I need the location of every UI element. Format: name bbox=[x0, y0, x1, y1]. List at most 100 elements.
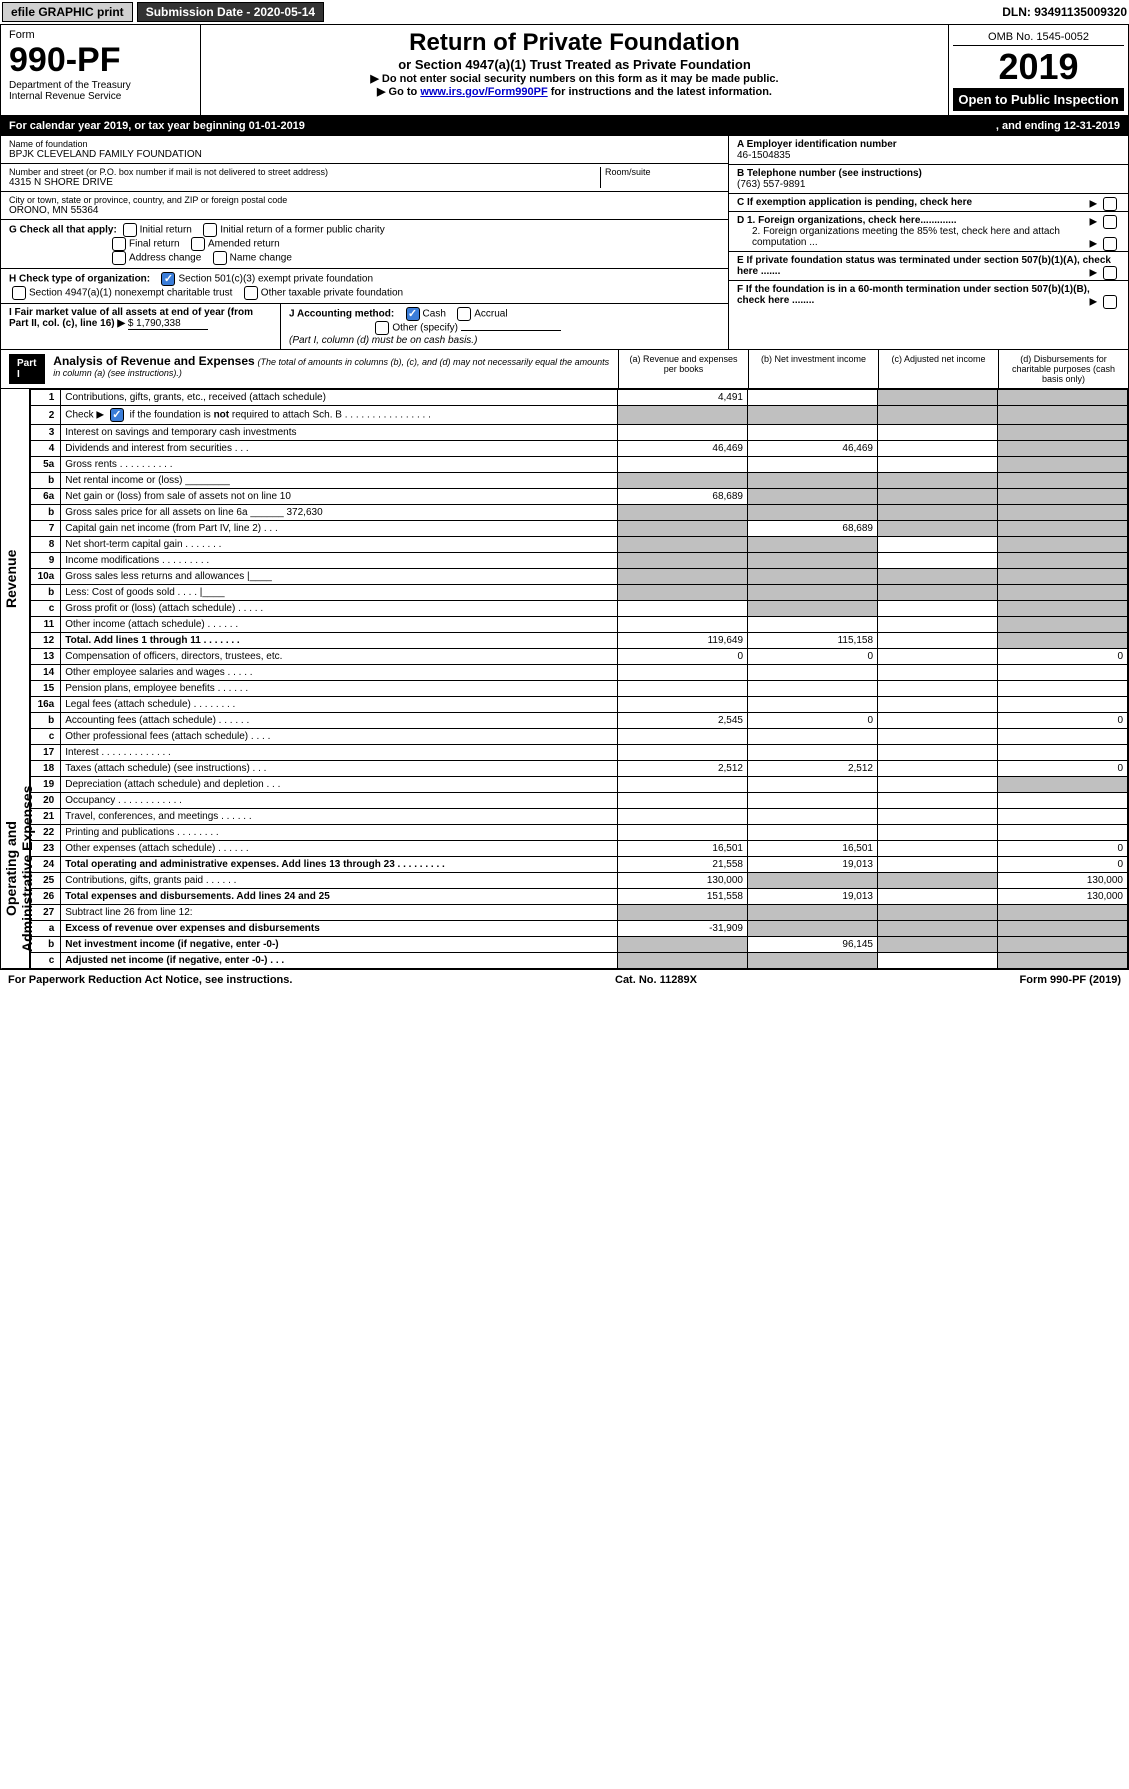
row-num: 22 bbox=[31, 825, 61, 841]
row-num: c bbox=[31, 601, 61, 617]
d2-checkbox[interactable] bbox=[1103, 237, 1117, 251]
other-blank bbox=[461, 330, 561, 331]
cell-d bbox=[998, 537, 1128, 553]
other-taxable-checkbox[interactable] bbox=[244, 286, 258, 300]
cash-checkbox[interactable] bbox=[406, 307, 420, 321]
form-container: Form 990-PF Department of the Treasury I… bbox=[0, 24, 1129, 970]
row-label: Occupancy . . . . . . . . . . . . bbox=[61, 793, 618, 809]
cell-b: 0 bbox=[748, 649, 878, 665]
row-label: Pension plans, employee benefits . . . .… bbox=[61, 681, 618, 697]
cell-d bbox=[998, 553, 1128, 569]
cell-b bbox=[748, 697, 878, 713]
c-cell: C If exemption application is pending, c… bbox=[729, 194, 1128, 212]
table-row: cGross profit or (loss) (attach schedule… bbox=[31, 601, 1128, 617]
table-row: 27Subtract line 26 from line 12: bbox=[31, 905, 1128, 921]
row-num: 4 bbox=[31, 441, 61, 457]
row-num: 15 bbox=[31, 681, 61, 697]
j-cell: J Accounting method: Cash Accrual Other … bbox=[281, 304, 728, 349]
cell-d bbox=[998, 953, 1128, 969]
cell-b: 46,469 bbox=[748, 441, 878, 457]
col-b-header: (b) Net investment income bbox=[748, 350, 878, 388]
cell-a: 0 bbox=[618, 649, 748, 665]
j-cash: Cash bbox=[423, 309, 446, 320]
cell-c bbox=[878, 617, 998, 633]
cell-b bbox=[748, 681, 878, 697]
j-accrual: Accrual bbox=[474, 309, 507, 320]
501c3-checkbox[interactable] bbox=[161, 272, 175, 286]
other-method-checkbox[interactable] bbox=[375, 321, 389, 335]
table-row: 11Other income (attach schedule) . . . .… bbox=[31, 617, 1128, 633]
cell-d bbox=[998, 489, 1128, 505]
name-change-checkbox[interactable] bbox=[213, 251, 227, 265]
row-label: Total operating and administrative expen… bbox=[61, 857, 618, 873]
row-label: Travel, conferences, and meetings . . . … bbox=[61, 809, 618, 825]
cell-b bbox=[748, 825, 878, 841]
addr-cell: Number and street (or P.O. box number if… bbox=[1, 164, 728, 192]
cell-a bbox=[618, 697, 748, 713]
table-row: 17Interest . . . . . . . . . . . . . bbox=[31, 745, 1128, 761]
row-num: 21 bbox=[31, 809, 61, 825]
c-label: C If exemption application is pending, c… bbox=[737, 197, 972, 208]
row-label: Less: Cost of goods sold . . . . |____ bbox=[61, 585, 618, 601]
row-label: Contributions, gifts, grants paid . . . … bbox=[61, 873, 618, 889]
c-checkbox[interactable] bbox=[1103, 197, 1117, 211]
telephone: (763) 557-9891 bbox=[737, 179, 1120, 190]
table-row: 2Check ▶ if the foundation is not requir… bbox=[31, 406, 1128, 425]
cell-c bbox=[878, 745, 998, 761]
e-cell: E If private foundation status was termi… bbox=[729, 252, 1128, 281]
row-num: 6a bbox=[31, 489, 61, 505]
cell-c bbox=[878, 953, 998, 969]
efile-button[interactable]: efile GRAPHIC print bbox=[2, 2, 133, 22]
cell-a bbox=[618, 569, 748, 585]
footer: For Paperwork Reduction Act Notice, see … bbox=[0, 970, 1129, 990]
4947-checkbox[interactable] bbox=[12, 286, 26, 300]
row-num: 12 bbox=[31, 633, 61, 649]
cell-a: 151,558 bbox=[618, 889, 748, 905]
table-row: 1Contributions, gifts, grants, etc., rec… bbox=[31, 390, 1128, 406]
row-label: Adjusted net income (if negative, enter … bbox=[61, 953, 618, 969]
d1-checkbox[interactable] bbox=[1103, 215, 1117, 229]
initial-former-checkbox[interactable] bbox=[203, 223, 217, 237]
g-opt1: Initial return of a former public charit… bbox=[220, 225, 385, 236]
row-label: Gross profit or (loss) (attach schedule)… bbox=[61, 601, 618, 617]
schb-checkbox[interactable] bbox=[110, 408, 124, 422]
row-label: Other professional fees (attach schedule… bbox=[61, 729, 618, 745]
table-row: 13Compensation of officers, directors, t… bbox=[31, 649, 1128, 665]
data-table-wrapper: Revenue Operating and Administrative Exp… bbox=[1, 389, 1128, 969]
cell-b: 96,145 bbox=[748, 937, 878, 953]
cell-a: 2,512 bbox=[618, 761, 748, 777]
row-label: Other employee salaries and wages . . . … bbox=[61, 665, 618, 681]
table-row: aExcess of revenue over expenses and dis… bbox=[31, 921, 1128, 937]
irs-link[interactable]: www.irs.gov/Form990PF bbox=[420, 86, 547, 98]
row-num: 13 bbox=[31, 649, 61, 665]
row-label: Excess of revenue over expenses and disb… bbox=[61, 921, 618, 937]
cell-c bbox=[878, 521, 998, 537]
cell-a bbox=[618, 457, 748, 473]
address: 4315 N SHORE DRIVE bbox=[9, 177, 600, 188]
address-change-checkbox[interactable] bbox=[112, 251, 126, 265]
note1: ▶ Do not enter social security numbers o… bbox=[209, 72, 940, 85]
form-label: Form bbox=[9, 29, 192, 41]
cell-b bbox=[748, 390, 878, 406]
cell-d bbox=[998, 681, 1128, 697]
cell-c bbox=[878, 649, 998, 665]
submission-button[interactable]: Submission Date - 2020-05-14 bbox=[137, 2, 324, 22]
f-checkbox[interactable] bbox=[1103, 295, 1117, 309]
cell-b bbox=[748, 406, 878, 425]
amended-checkbox[interactable] bbox=[191, 237, 205, 251]
cell-d bbox=[998, 793, 1128, 809]
final-return-checkbox[interactable] bbox=[112, 237, 126, 251]
cell-a: 4,491 bbox=[618, 390, 748, 406]
cell-b: 68,689 bbox=[748, 521, 878, 537]
initial-return-checkbox[interactable] bbox=[123, 223, 137, 237]
accrual-checkbox[interactable] bbox=[457, 307, 471, 321]
row-num: c bbox=[31, 953, 61, 969]
cell-a bbox=[618, 425, 748, 441]
cell-a bbox=[618, 729, 748, 745]
cell-c bbox=[878, 537, 998, 553]
row-label: Net gain or (loss) from sale of assets n… bbox=[61, 489, 618, 505]
e-checkbox[interactable] bbox=[1103, 266, 1117, 280]
cell-d: 0 bbox=[998, 761, 1128, 777]
cell-a bbox=[618, 406, 748, 425]
cell-d bbox=[998, 633, 1128, 649]
